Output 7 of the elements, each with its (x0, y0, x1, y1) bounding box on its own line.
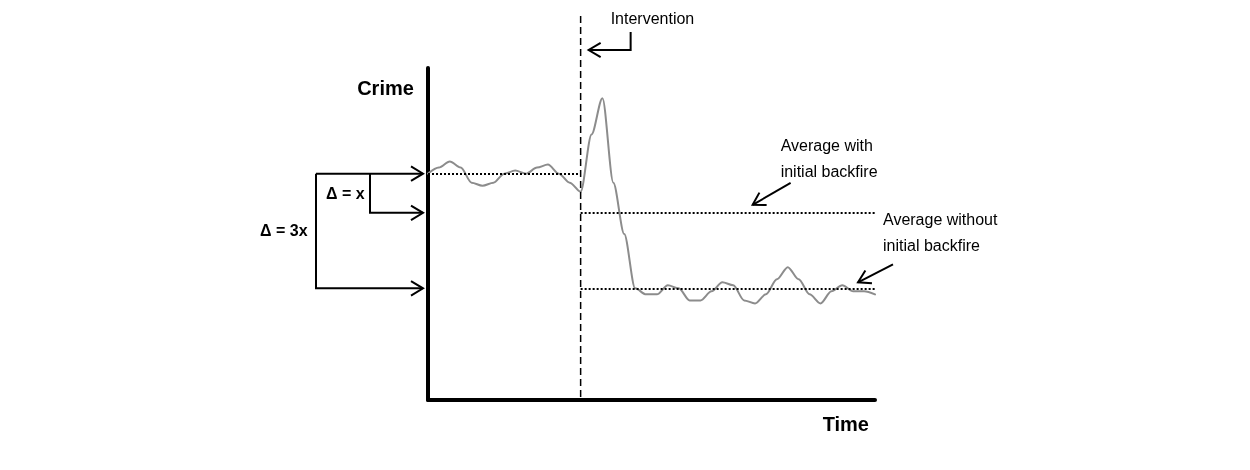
text: Δ = 3x (260, 222, 308, 240)
ref-line-label: Average with initial backfire (780, 137, 878, 181)
y-axis-title: Crime (357, 77, 414, 99)
text: Intervention (610, 9, 695, 27)
x-axis-title: Time (822, 413, 869, 435)
ref-line-label: Average without initial backfire (883, 210, 998, 254)
text: Δ = x (326, 184, 365, 202)
